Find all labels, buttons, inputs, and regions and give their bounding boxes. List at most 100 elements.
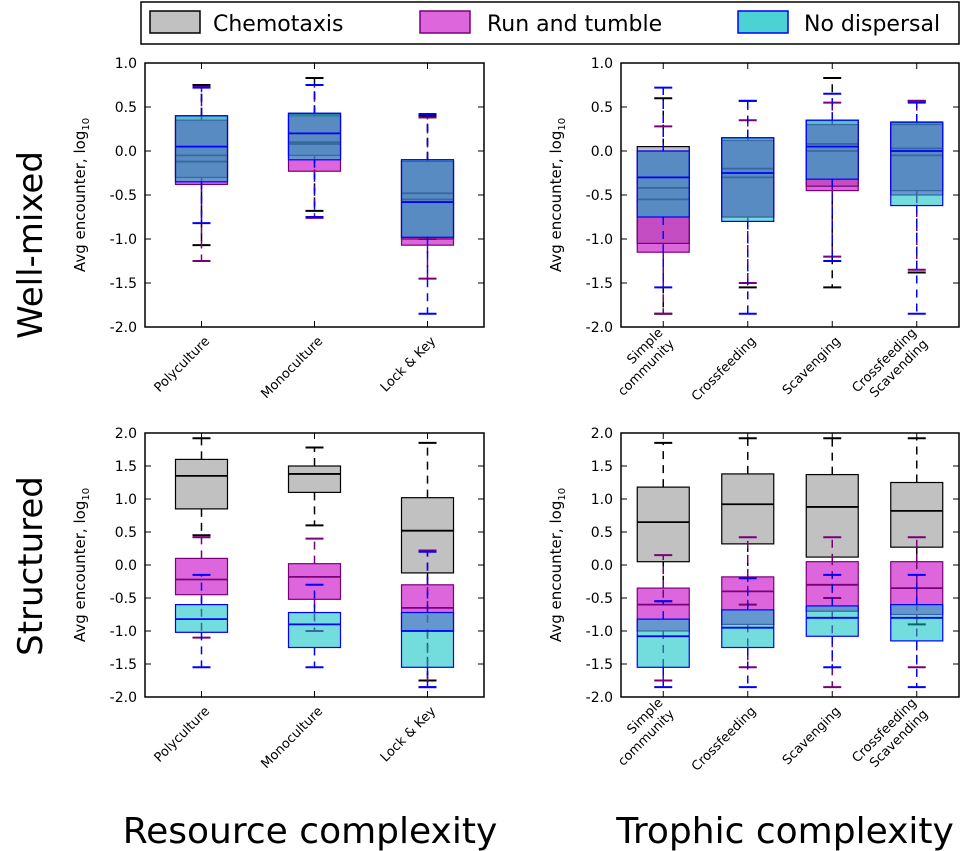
box-chemotaxis (636, 441, 690, 603)
legend: Chemotaxis Run and tumble No dispersal (140, 1, 960, 45)
y-tick-label: -2.0 (110, 690, 137, 706)
row-label-structured: Structured (11, 476, 51, 656)
y-tick-label: -2.0 (110, 320, 137, 336)
y-tick-label: -1.0 (110, 624, 137, 640)
y-tick-label: -1.5 (586, 276, 613, 292)
y-tick-label: -0.5 (110, 591, 137, 607)
y-axis-label-subscript: 10 (557, 488, 568, 501)
box-no-dispersal (890, 101, 944, 315)
y-tick-label: 1.0 (591, 492, 613, 508)
x-tick-label: Scavenging (780, 704, 844, 768)
y-tick-label: 0.0 (115, 144, 137, 160)
column-label-trophic-complexity: Trophic complexity (615, 811, 954, 851)
legend-label-run-and-tumble: Run and tumble (487, 12, 662, 37)
box-no-dispersal (400, 550, 455, 689)
y-tick-label: 1.5 (591, 459, 613, 475)
box-no-dispersal (721, 577, 775, 689)
box-no-dispersal (636, 600, 690, 689)
box-chemotaxis (890, 437, 944, 626)
box-iqr (287, 112, 342, 161)
legend-swatch-run-and-tumble (419, 10, 471, 34)
column-label-resource-complexity: Resource complexity (123, 811, 498, 851)
y-axis-label: Avg encounter, log10 (71, 488, 92, 642)
panel-well-mixed-trophic: 1.0 0.5 0.0 -0.5 -1.0 -1.5 -2.0 Avg encounter, … (547, 56, 960, 408)
box-no-dispersal (721, 99, 775, 315)
x-tick-label: Lock & Key (378, 334, 439, 395)
y-tick-label: -1.0 (110, 232, 137, 248)
box-no-dispersal (805, 92, 859, 262)
x-tick-label: Monoculture (258, 704, 326, 772)
y-tick-label: 0.5 (115, 525, 137, 541)
box-no-dispersal (636, 86, 690, 289)
y-tick-label: 0.5 (591, 525, 613, 541)
legend-label-chemotaxis: Chemotaxis (213, 12, 343, 37)
y-tick-label: -1.5 (110, 657, 137, 673)
box-no-dispersal (400, 113, 455, 315)
box-no-dispersal (174, 573, 229, 669)
y-axis-label: Avg encounter, log10 (547, 488, 568, 642)
box-no-dispersal (287, 84, 342, 218)
x-tick-label: Simplecommunity (604, 695, 678, 769)
y-tick-label: 1.5 (115, 459, 137, 475)
x-tick-label: CrossfeedingScavending (850, 696, 932, 778)
x-tick-label: Lock & Key (378, 704, 439, 765)
x-tick-label: CrossfeedingScavending (850, 326, 932, 408)
y-tick-label: 2.0 (115, 426, 137, 442)
legend-swatch-chemotaxis (149, 10, 201, 34)
box-iqr (721, 473, 775, 545)
row-label-well-mixed: Well-mixed (11, 151, 51, 339)
box-no-dispersal (287, 583, 342, 669)
box-iqr (287, 465, 342, 493)
y-tick-label: 0.0 (591, 558, 613, 574)
box-chemotaxis (287, 446, 342, 527)
panel-structured-trophic: 2.0 1.5 1.0 0.5 0.0 -0.5 -1.0 -1.5 -2.0 Avg encou… (547, 426, 960, 778)
y-tick-label: -1.5 (586, 657, 613, 673)
y-axis-label-subscript: 10 (81, 118, 92, 131)
box-iqr (636, 486, 690, 563)
box-iqr (287, 611, 342, 649)
box-iqr (805, 605, 859, 637)
x-tick-label: Monoculture (258, 334, 326, 402)
y-tick-label: -1.0 (586, 232, 613, 248)
x-tick-label: Scavenging (780, 334, 844, 398)
y-tick-label: 1.0 (115, 492, 137, 508)
y-axis-label: Avg encounter, log10 (71, 118, 92, 272)
box-iqr (636, 150, 690, 218)
y-tick-label: -2.0 (586, 690, 613, 706)
y-tick-label: 0.5 (591, 100, 613, 116)
box-iqr (721, 137, 775, 223)
y-axis-label: Avg encounter, log10 (547, 118, 568, 272)
box-iqr (721, 609, 775, 649)
panel-structured-resource: 2.0 1.5 1.0 0.5 0.0 -0.5 -1.0 -1.5 -2.0 Avg encou… (71, 426, 485, 772)
box-iqr (174, 458, 229, 510)
x-tick-label: Polyculture (152, 704, 214, 766)
legend-frame (140, 1, 960, 45)
y-tick-label: 0.5 (115, 100, 137, 116)
box-no-dispersal (805, 573, 859, 669)
y-tick-label: -0.5 (110, 188, 137, 204)
y-tick-label: 0.0 (115, 558, 137, 574)
box-iqr (400, 159, 455, 238)
y-tick-label: 1.0 (591, 56, 613, 72)
y-axis-label-subscript: 10 (81, 488, 92, 501)
x-tick-label: Crossfeeding (689, 704, 759, 774)
box-iqr (890, 121, 944, 207)
box-iqr (400, 497, 455, 574)
y-tick-label: 0.0 (591, 144, 613, 160)
box-chemotaxis (400, 441, 455, 682)
box-iqr (174, 115, 229, 183)
box-chemotaxis (174, 437, 229, 537)
y-axis-label-subscript: 10 (557, 118, 568, 131)
box-no-dispersal (890, 573, 944, 689)
y-tick-label: -1.0 (586, 624, 613, 640)
y-tick-label: -2.0 (586, 320, 613, 336)
box-no-dispersal (174, 86, 229, 225)
x-tick-label: Crossfeeding (689, 334, 759, 404)
y-tick-label: -1.5 (110, 276, 137, 292)
panel-well-mixed-resource: 1.0 0.5 0.0 -0.5 -1.0 -1.5 -2.0 Avg encounter, … (71, 56, 485, 402)
box-iqr (890, 603, 944, 642)
box-iqr (636, 618, 690, 668)
y-tick-label: -0.5 (586, 188, 613, 204)
box-iqr (400, 611, 455, 668)
